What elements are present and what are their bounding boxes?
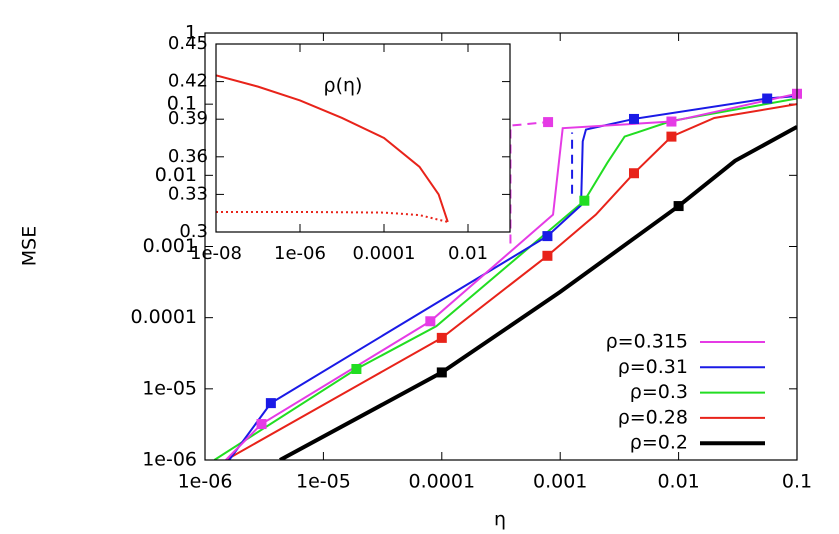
- series-line: [225, 103, 797, 460]
- y-tick-label: 0.01: [155, 164, 197, 186]
- series-line: [216, 210, 449, 223]
- marker: [351, 363, 362, 374]
- x-tick-label: 0.01: [448, 243, 488, 264]
- x-axis-label: η: [494, 509, 506, 531]
- marker: [256, 419, 267, 430]
- plot-frame: [215, 43, 511, 233]
- y-tick-label: 0.36: [168, 146, 208, 167]
- legend-label: ρ=0.28: [618, 406, 688, 428]
- y-tick-label: 0.42: [168, 71, 208, 92]
- y-tick-label: 0.001: [143, 235, 197, 257]
- series-line: [279, 125, 797, 460]
- marker: [543, 117, 554, 128]
- x-tick-label: 0.1: [782, 471, 812, 493]
- marker: [762, 93, 773, 104]
- x-tick-label: 1e-08: [190, 243, 242, 264]
- legend-label: ρ=0.31: [618, 356, 688, 378]
- marker: [436, 367, 447, 378]
- marker: [542, 231, 553, 242]
- plot-frame: [204, 32, 798, 461]
- y-tick-label: 0.33: [168, 183, 208, 204]
- legend-label: ρ=0.3: [630, 381, 688, 403]
- marker: [666, 116, 677, 127]
- marker: [265, 398, 276, 409]
- y-axis-label: MSE: [19, 226, 41, 266]
- x-tick-label: 1e-06: [274, 243, 326, 264]
- y-tick-label: 0.3: [179, 221, 208, 242]
- plot-area: [216, 74, 449, 223]
- inset-title: ρ(η): [324, 75, 363, 97]
- series-line: [228, 95, 797, 460]
- x-tick-label: 1e-05: [296, 471, 351, 493]
- y-tick-label: 0.39: [168, 108, 208, 129]
- marker: [628, 168, 639, 179]
- marker: [673, 201, 684, 212]
- series-line: [509, 121, 549, 244]
- marker: [436, 332, 447, 343]
- inset-background: [216, 44, 510, 232]
- marker: [628, 113, 639, 124]
- marker: [542, 250, 553, 261]
- y-tick-label: 1e-06: [142, 449, 197, 471]
- x-tick-label: 0.0001: [409, 471, 475, 493]
- x-tick-label: 0.01: [657, 471, 699, 493]
- x-tick-label: 0.0001: [353, 243, 416, 264]
- x-tick-label: 1e-06: [178, 471, 233, 493]
- y-tick-label: 1: [185, 22, 197, 44]
- y-tick-label: 0.45: [168, 33, 208, 54]
- y-tick-label: 0.1: [167, 93, 197, 115]
- legend-label: ρ=0.2: [630, 432, 688, 454]
- series-line: [216, 74, 449, 223]
- x-tick-label: 0.001: [533, 471, 587, 493]
- y-tick-label: 0.0001: [131, 306, 197, 328]
- marker: [579, 195, 590, 206]
- legend-label: ρ=0.315: [606, 331, 688, 353]
- marker: [425, 316, 436, 327]
- series-line: [213, 97, 797, 460]
- marker: [666, 131, 677, 142]
- y-tick-label: 1e-05: [142, 377, 197, 399]
